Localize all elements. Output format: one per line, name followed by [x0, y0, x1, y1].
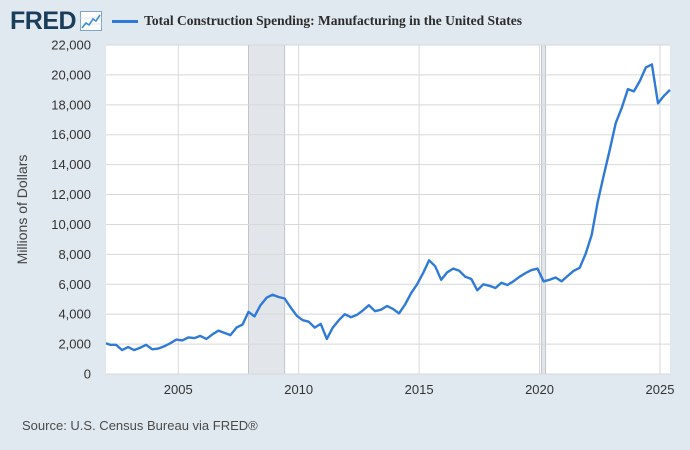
y-tick-label: 16,000	[51, 127, 91, 142]
series-title: Total Construction Spending: Manufacturi…	[144, 13, 522, 28]
y-axis-label: Millions of Dollars	[14, 155, 30, 265]
y-tick-label: 8,000	[58, 247, 91, 262]
x-tick-label: 2010	[284, 382, 313, 397]
gridlines	[106, 44, 670, 375]
line-graph-icon	[80, 11, 103, 31]
y-tick-label: 14,000	[51, 157, 91, 172]
x-tick-label: 2005	[164, 382, 193, 397]
y-axis-ticks: 0 2,000 4,000 6,000 8,000 10,000 12,000 14,000 1…	[51, 38, 91, 382]
x-tick-label: 2020	[525, 382, 554, 397]
recession-bands	[248, 44, 547, 375]
y-tick-label: 0	[84, 367, 91, 382]
legend-swatch	[112, 19, 139, 23]
recession-band	[248, 44, 286, 375]
series-lines	[105, 63, 671, 352]
x-tick-label: 2015	[405, 382, 434, 397]
source-note: Source: U.S. Census Bureau via FRED®	[22, 418, 258, 433]
y-tick-label: 2,000	[58, 337, 91, 352]
series-line	[105, 63, 671, 352]
y-tick-label: 12,000	[51, 187, 91, 202]
fred-logo: FRED	[10, 7, 77, 35]
y-tick-label: 20,000	[51, 67, 91, 82]
plot-background	[106, 45, 670, 374]
y-tick-label: 22,000	[51, 38, 91, 53]
y-tick-label: 10,000	[51, 217, 91, 232]
y-tick-label: 6,000	[58, 277, 91, 292]
x-axis-ticks: 2005 2010 2015 2020 2025	[164, 382, 675, 397]
chart-header: FRED Total Construction Spending: Manufa…	[10, 6, 522, 36]
recession-band	[541, 44, 547, 375]
y-tick-label: 18,000	[51, 97, 91, 112]
y-tick-label: 4,000	[58, 307, 91, 322]
x-tick-label: 2025	[646, 382, 675, 397]
